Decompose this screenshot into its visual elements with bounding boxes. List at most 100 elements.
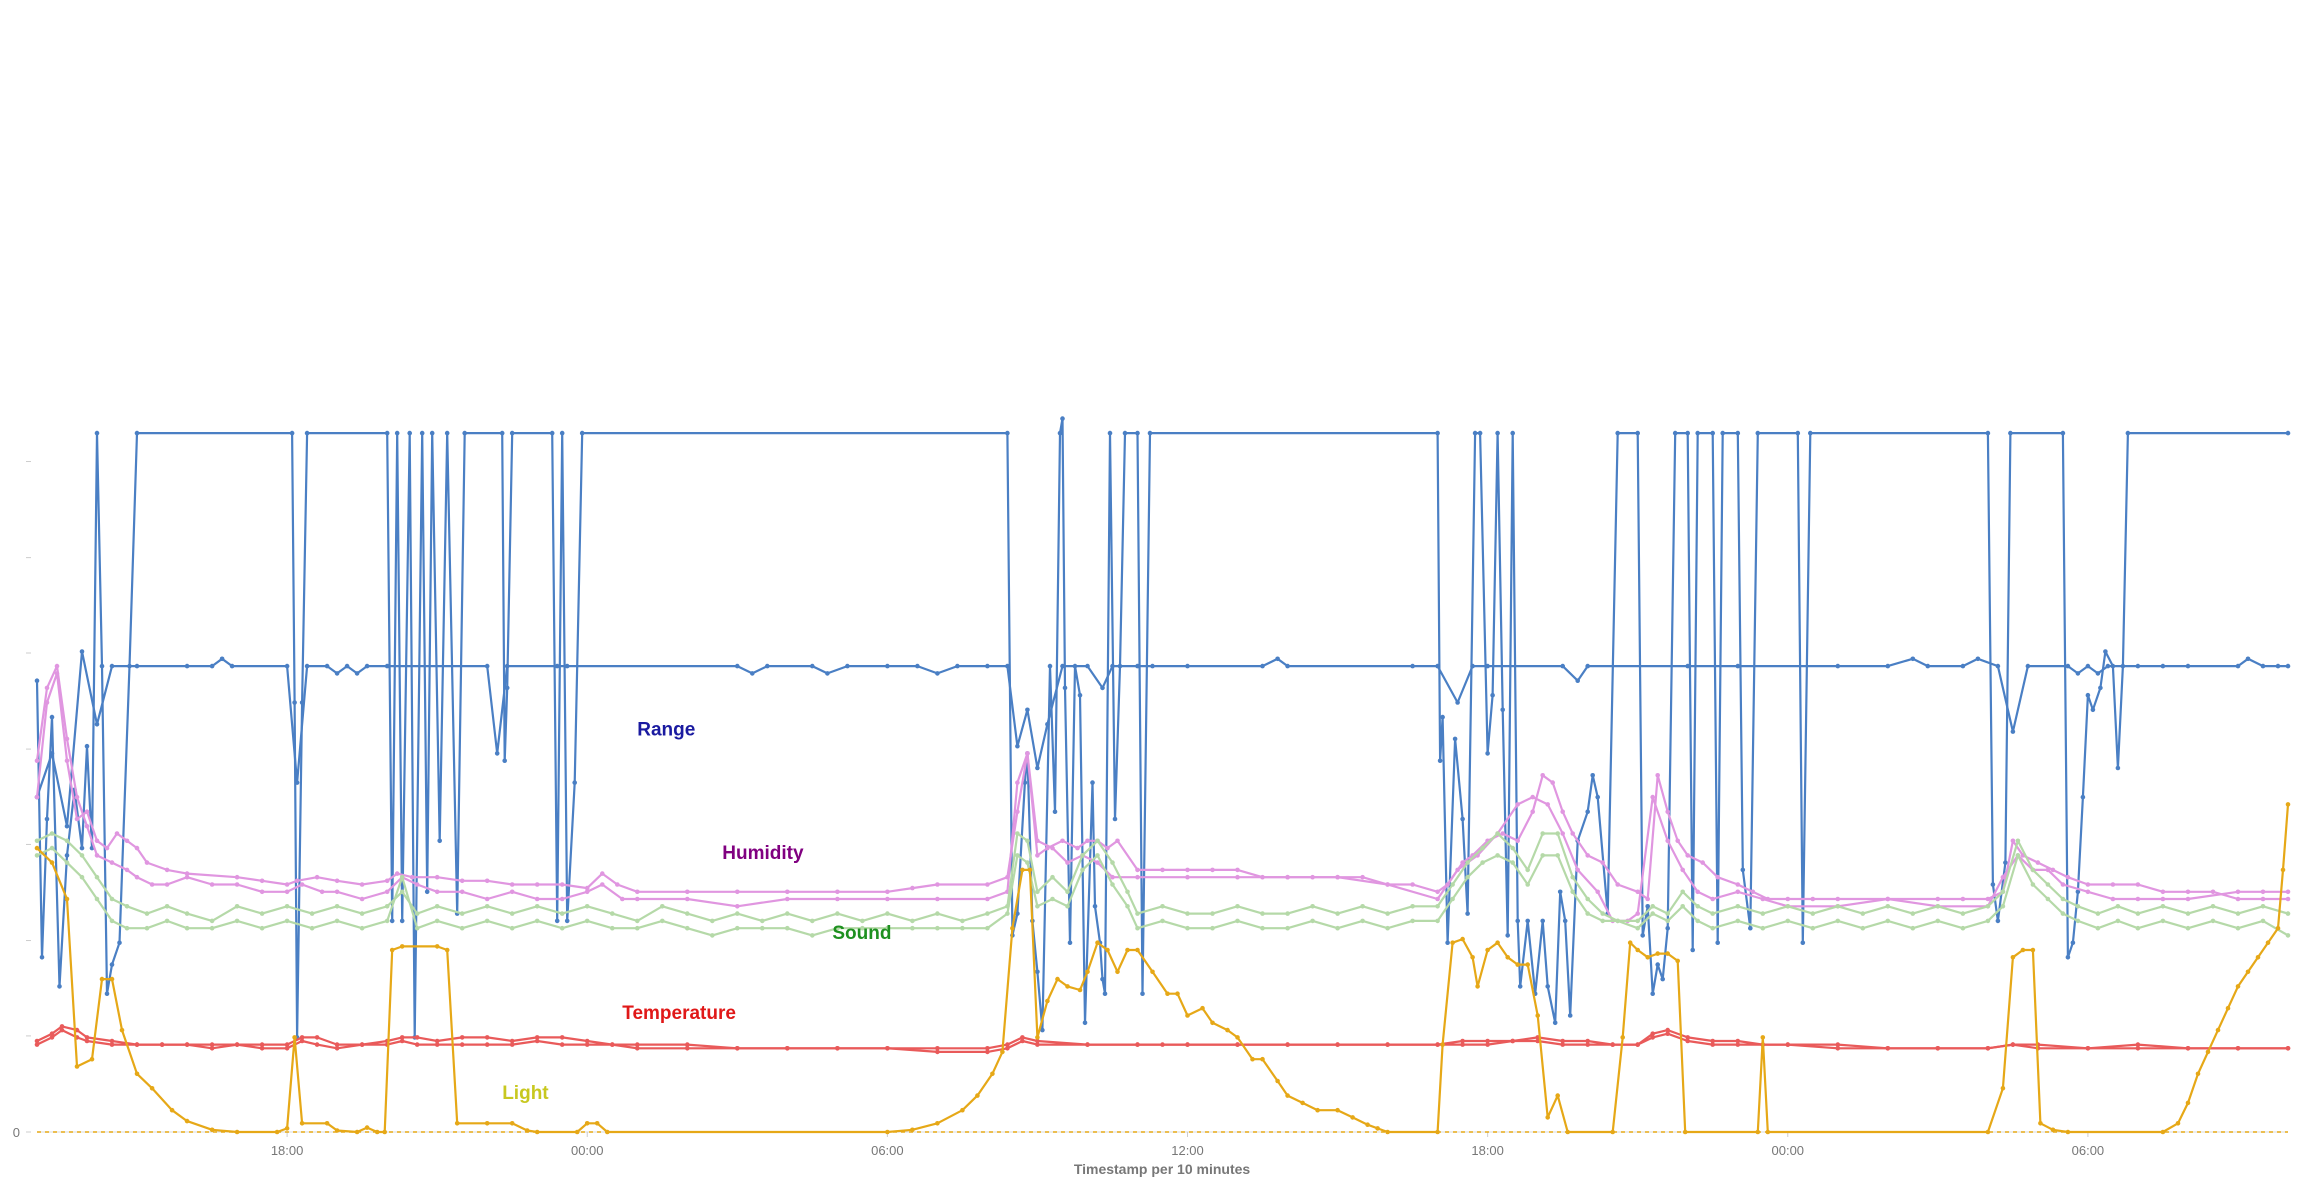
data-point-range-91	[1525, 918, 1530, 924]
data-point-range-baseline-1	[49, 751, 55, 756]
data-point-temperature-2-6	[134, 1042, 140, 1047]
data-point-temperature-37	[1020, 1038, 1025, 1044]
data-point-humidity-2-23	[414, 882, 420, 887]
data-point-range-baseline-66	[1975, 656, 1981, 662]
data-point-temperature-2-8	[184, 1042, 190, 1047]
data-point-humidity-40	[935, 882, 940, 887]
data-point-humidity-2-13	[209, 882, 215, 887]
data-point-range-96	[1557, 889, 1563, 895]
data-point-humidity-2-10	[149, 882, 155, 887]
data-point-temperature-2-18	[399, 1035, 405, 1040]
data-point-range-baseline-2	[64, 823, 70, 829]
data-point-range-105	[1635, 430, 1640, 436]
data-point-humidity-2-21	[384, 889, 390, 895]
data-point-light-87	[1525, 962, 1530, 967]
data-point-range-23	[389, 918, 395, 924]
data-point-range-baseline-81	[2275, 663, 2281, 669]
data-point-range-48	[1022, 780, 1028, 785]
data-point-range-98	[1567, 1013, 1573, 1018]
data-point-range-baseline-24	[564, 663, 570, 669]
data-point-temperature-2-33	[885, 1046, 890, 1051]
data-point-range-40	[554, 918, 560, 924]
data-point-range-32	[444, 430, 450, 436]
data-point-temperature-14	[314, 1042, 320, 1047]
data-point-range-baseline-62	[1885, 663, 1891, 669]
data-point-range-4	[57, 984, 62, 989]
data-point-range-86	[1500, 707, 1505, 713]
data-point-light-27	[444, 947, 450, 953]
data-point-sound-2-96	[2015, 853, 2021, 858]
data-point-humidity-2-70	[1665, 838, 1670, 844]
data-point-sound-81	[1680, 889, 1685, 895]
data-point-temperature-2-69	[2135, 1042, 2141, 1047]
data-point-sound-2-87	[1810, 925, 1816, 931]
data-point-range-31	[437, 838, 443, 844]
data-point-range-106	[1640, 933, 1645, 938]
data-point-temperature-58	[1685, 1038, 1690, 1044]
data-point-sound-45	[1025, 838, 1030, 844]
data-point-range-26	[407, 430, 413, 436]
data-point-humidity-85	[1685, 853, 1690, 858]
data-point-light-109	[2038, 1121, 2043, 1126]
data-point-light-12	[209, 1127, 215, 1133]
data-point-humidity-30	[584, 885, 590, 891]
data-point-light-114	[2185, 1100, 2191, 1106]
data-point-humidity-2-48	[1095, 860, 1100, 865]
series-label-sound: Sound	[832, 923, 891, 944]
data-point-humidity-12	[164, 867, 170, 873]
data-point-light-69	[1285, 1093, 1290, 1098]
data-point-humidity-2-72	[1695, 889, 1700, 895]
data-point-humidity-81	[1645, 896, 1650, 902]
data-point-range-baseline-79	[2245, 656, 2251, 662]
data-point-light-121	[2255, 955, 2261, 960]
data-point-range-baseline-32	[915, 663, 920, 669]
data-point-sound-2-101	[2095, 925, 2101, 931]
data-point-range-61	[1082, 1020, 1088, 1026]
data-point-humidity-2-50	[1135, 874, 1140, 880]
data-point-range-56	[1060, 416, 1065, 421]
data-point-humidity-2-87	[2110, 896, 2116, 902]
data-point-sound-36	[835, 911, 840, 916]
data-point-temperature-2-42	[1235, 1042, 1240, 1047]
data-point-range-67	[1107, 430, 1113, 436]
data-point-humidity-25	[459, 878, 465, 884]
data-point-temperature-28	[635, 1046, 640, 1051]
data-point-range-77	[1445, 940, 1450, 945]
data-point-range-144	[2285, 430, 2291, 436]
data-point-humidity-14	[234, 874, 240, 880]
data-point-humidity-2-4	[74, 794, 80, 800]
data-point-sound-2-18	[399, 874, 405, 880]
data-point-light-40	[960, 1107, 965, 1113]
data-point-humidity-2-75	[1760, 896, 1766, 902]
data-point-humidity-41	[985, 882, 990, 887]
data-point-range-baseline-67	[1995, 663, 2001, 669]
data-point-sound-93	[1960, 911, 1966, 916]
data-point-light-9	[149, 1086, 155, 1091]
data-point-humidity-18	[314, 874, 320, 880]
series-line-sound	[36, 832, 2289, 922]
data-point-sound-52	[1125, 889, 1130, 895]
data-point-humidity-104	[2085, 882, 2091, 887]
data-point-humidity-87	[1715, 874, 1720, 880]
data-point-humidity-2-0	[34, 758, 40, 763]
data-point-humidity-2-49	[1110, 874, 1115, 880]
data-point-sound-4	[94, 874, 100, 880]
data-point-humidity-2-62	[1545, 802, 1550, 807]
data-point-humidity-2-81	[2000, 874, 2006, 880]
data-point-sound-2-99	[2060, 911, 2066, 916]
data-point-sound-2-67	[1465, 874, 1470, 880]
data-point-range-baseline-27	[765, 663, 770, 669]
data-point-temperature-2-34	[935, 1046, 940, 1051]
data-point-range-130	[2008, 430, 2013, 436]
data-point-light-104	[1985, 1129, 1991, 1135]
data-point-light-120	[2245, 969, 2251, 975]
data-point-sound-2-44	[1015, 853, 1020, 858]
data-point-range-51	[1035, 969, 1040, 975]
data-point-humidity-2-7	[109, 860, 115, 865]
data-point-sound-2-50	[1095, 853, 1100, 858]
data-point-humidity-83	[1665, 809, 1670, 814]
data-point-humidity-2-32	[620, 896, 625, 902]
data-point-sound-2-84	[1735, 918, 1741, 924]
data-point-light-8	[134, 1071, 140, 1077]
data-point-light-21	[364, 1125, 370, 1130]
